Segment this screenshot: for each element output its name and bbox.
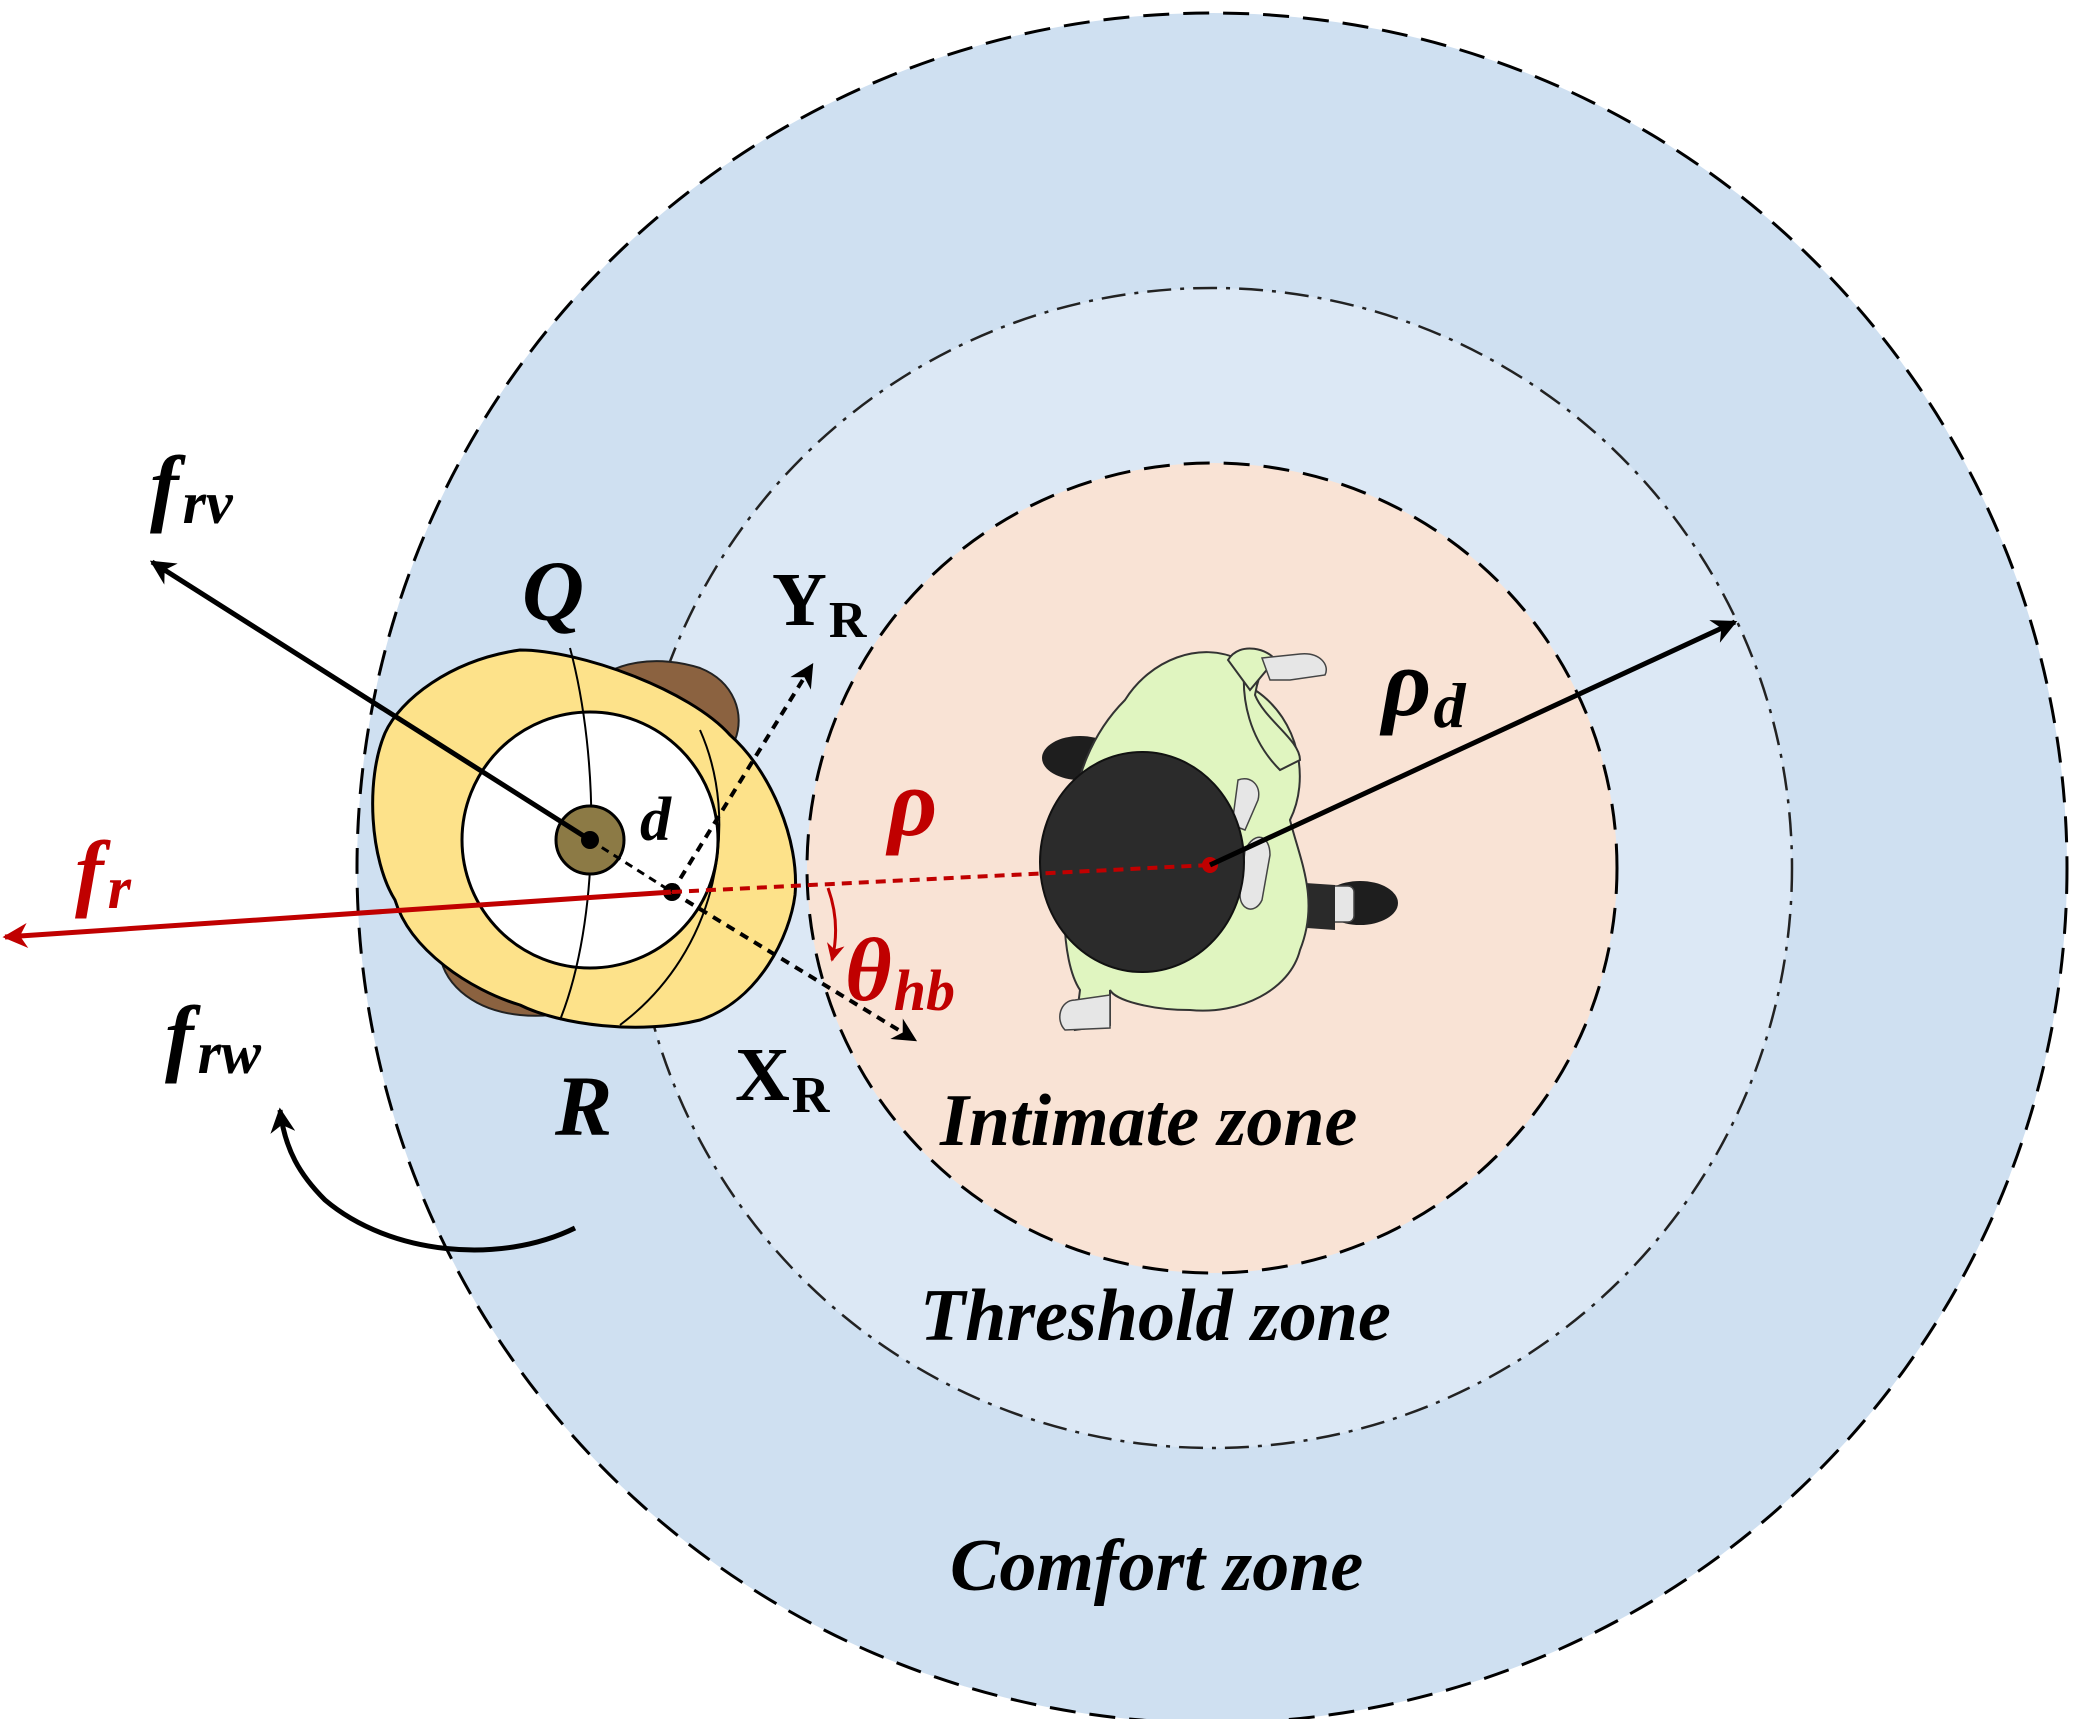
rho-d-label: ρd xyxy=(1379,629,1466,741)
q-label: Q xyxy=(522,543,584,639)
comfort-zone-label: Comfort zone xyxy=(950,1525,1363,1607)
rotation-arrow xyxy=(270,1107,577,1253)
f-rv-label: frv xyxy=(150,438,234,536)
offset-d-line xyxy=(589,838,673,894)
y-r-label: YR xyxy=(772,558,868,649)
human-figure xyxy=(1039,647,1398,1032)
intimate-zone-label: Intimate zone xyxy=(939,1080,1357,1162)
theta-hb-arc xyxy=(826,887,845,962)
threshold-zone-label: Threshold zone xyxy=(920,1275,1391,1357)
x-r-label: XR xyxy=(735,1033,831,1124)
r-label: R xyxy=(554,1058,612,1154)
y-r-axis-arrow xyxy=(670,662,814,894)
rho-label: ρ xyxy=(885,749,937,856)
f-rw-label: frw xyxy=(165,988,262,1086)
rho-d-arrow xyxy=(1208,619,1738,868)
rho-line xyxy=(671,863,1211,894)
f-r-label: fr xyxy=(75,823,132,921)
f-rv-arrow xyxy=(149,559,592,843)
d-label: d xyxy=(640,786,672,854)
f-r-arrow xyxy=(2,889,673,948)
theta-hb-label: θhb xyxy=(845,921,955,1023)
